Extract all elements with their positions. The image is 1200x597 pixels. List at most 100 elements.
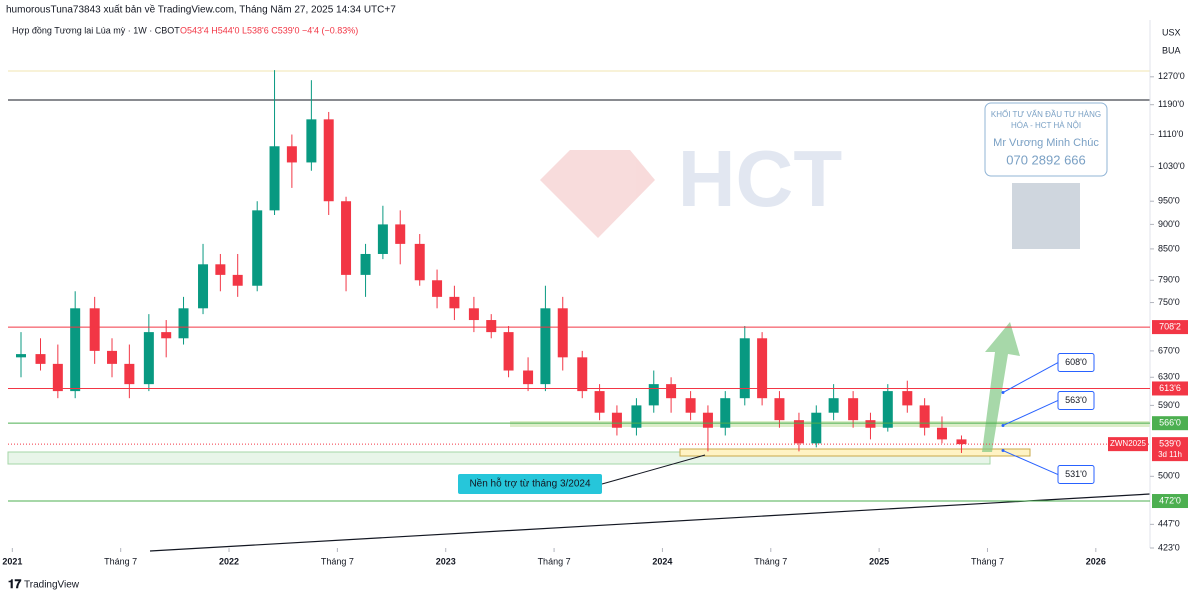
candle-body (720, 398, 731, 428)
candle-body (577, 357, 588, 392)
support-box (679, 448, 1031, 457)
y-tick-label: 447'0 (1158, 519, 1180, 529)
x-tick-label: 2023 (436, 556, 456, 566)
note-box (458, 474, 602, 494)
candle-body (198, 264, 209, 309)
level-label: 566'0 (1159, 418, 1181, 428)
candle-body (432, 280, 443, 297)
candle-body (540, 308, 551, 385)
annotation-arrow (1002, 362, 1059, 393)
candle-body (793, 420, 804, 444)
symbol-tag: ZWN2025 (1110, 439, 1147, 448)
unit: BUA (1162, 45, 1181, 55)
candle-body (306, 119, 317, 163)
candle-body (286, 146, 297, 163)
price-badge (1152, 437, 1188, 462)
logo-diamond (540, 150, 655, 238)
watermark-line: HÓA - HCT HÀ NỘI (1011, 121, 1081, 130)
y-tick-label: 1190'0 (1158, 99, 1184, 109)
y-tick-label: 900'0 (1158, 219, 1180, 229)
candle-body (848, 398, 859, 421)
candle-body (414, 243, 425, 281)
watermark-phone: 070 2892 666 (1006, 152, 1086, 167)
candle-body (269, 146, 280, 211)
candle-body (666, 384, 677, 399)
candle-body (178, 308, 189, 339)
annotation-arrow (1002, 400, 1059, 426)
candle-body (232, 274, 243, 286)
watermark-line: KHỐI TƯ VẤN ĐẦU TƯ HÀNG (991, 109, 1101, 119)
header-bar (0, 0, 1200, 20)
y-tick-label: 423'0 (1158, 542, 1180, 552)
candle-body (523, 370, 534, 385)
logo-text: HCT (678, 134, 843, 223)
candle-body (35, 354, 46, 364)
candle-body (124, 363, 135, 385)
candle-body (757, 338, 768, 399)
candle-body (702, 412, 713, 428)
x-tick-label: Tháng 7 (321, 556, 354, 566)
symbol: Hợp đồng Tương lai Lúa mỳ · 1W · CBOT (12, 25, 180, 35)
annotation-label: 531'0 (1065, 469, 1087, 479)
y-tick-label: 1270'0 (1158, 71, 1185, 81)
y-tick-label: 850'0 (1158, 243, 1180, 253)
y-tick-label: 500'0 (1158, 471, 1180, 481)
candle-body (468, 308, 479, 321)
watermark-logo: HCT (540, 134, 842, 238)
annotation-label: 608'0 (1065, 357, 1087, 367)
level-badge (1152, 320, 1188, 335)
x-tick-label: 2021 (2, 556, 22, 566)
attribution: humorousTuna73843 xuất bản về TradingVie… (6, 4, 396, 16)
ohlc: O543'4 H544'0 L538'6 C539'0 −4'4 (−0.83%… (180, 25, 358, 35)
candle-body (902, 391, 913, 406)
candle-body (594, 391, 605, 413)
annotation-label: 563'0 (1065, 395, 1087, 405)
symbol-badge (1108, 437, 1148, 452)
candle-body (685, 398, 696, 413)
candle-body (811, 412, 822, 444)
annotation-dot (1001, 423, 1005, 427)
candle-body (341, 201, 352, 275)
candle-body (611, 412, 622, 428)
x-tick-label: Tháng 7 (754, 556, 787, 566)
x-tick-label: Tháng 7 (104, 556, 137, 566)
last-price-label: 539'0 (1159, 439, 1181, 449)
x-tick-label: Tháng 7 (971, 556, 1004, 566)
annotation-dot (1001, 391, 1005, 395)
footer-logo: 𝟏𝟕 (8, 577, 22, 591)
annotation-dot (1001, 449, 1005, 453)
candle-body (648, 384, 659, 406)
y-tick-label: 630'0 (1158, 372, 1180, 382)
annotation-box (1057, 465, 1095, 485)
watermark-name: Mr Vương Minh Chúc (993, 137, 1099, 149)
annotation-arrow (1002, 450, 1059, 476)
candle-body (377, 224, 388, 254)
candle-body (52, 363, 63, 392)
y-tick-label: 1030'0 (1158, 161, 1185, 171)
candle-body (956, 439, 967, 445)
level-label: 613'6 (1159, 383, 1181, 393)
support-note: Nền hỗ trợ từ tháng 3/2024 (469, 477, 591, 490)
y-tick-label: 1110'0 (1158, 129, 1183, 139)
level-label: 472'0 (1159, 495, 1181, 505)
annotation-box (1057, 353, 1095, 373)
trend-line (149, 493, 1151, 552)
x-tick-label: Tháng 7 (538, 556, 571, 566)
candle-body (919, 405, 930, 428)
x-tick-label: 2024 (652, 556, 672, 566)
candle-body (486, 320, 497, 333)
candle-body (395, 224, 406, 244)
candle-body (882, 391, 893, 428)
green-zone (510, 421, 1150, 427)
x-tick-label: 2022 (219, 556, 239, 566)
candle-body (865, 420, 876, 428)
target-arrow (982, 322, 1020, 452)
x-tick-label: 2025 (869, 556, 889, 566)
candle-body (631, 405, 642, 428)
y-tick-label: 950'0 (1158, 196, 1180, 206)
candle-body (449, 296, 460, 309)
candle-body (107, 350, 118, 364)
y-tick-label: 750'0 (1158, 297, 1180, 307)
level-label: 708'2 (1159, 321, 1181, 331)
